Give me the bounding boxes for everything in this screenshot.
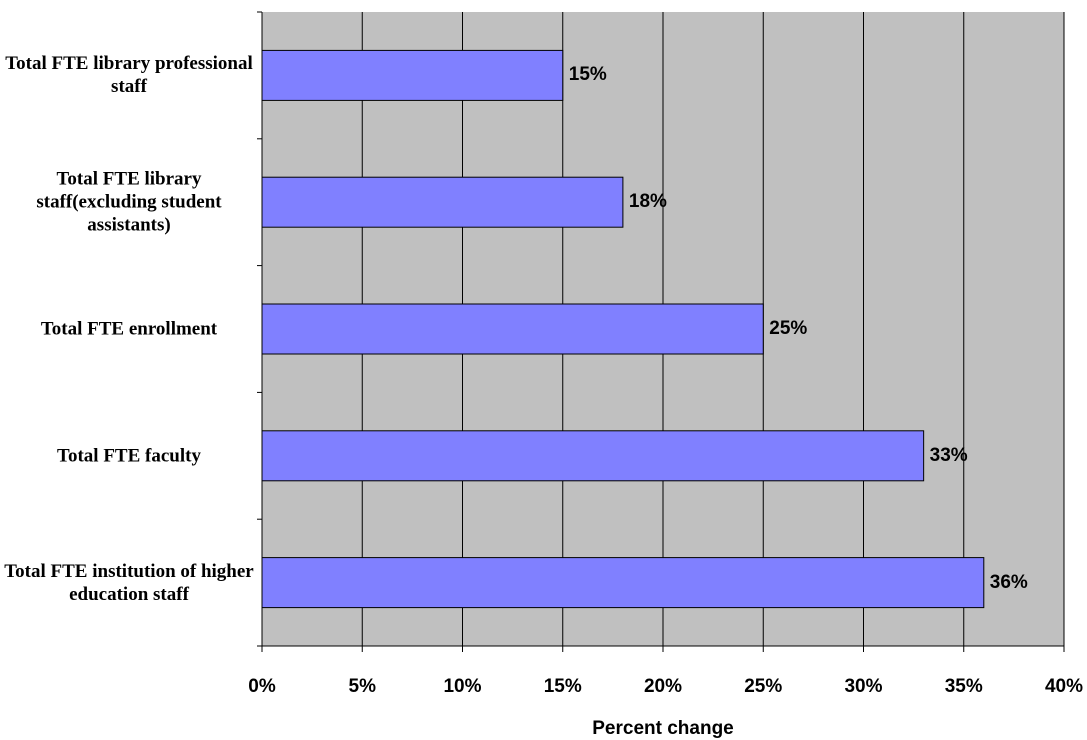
data-label-0: 15% — [568, 64, 607, 86]
x-tick-label-15: 15% — [543, 676, 582, 697]
bar-3 — [261, 430, 925, 482]
x-tick-label-40: 40% — [1044, 676, 1084, 697]
data-label-4: 36% — [989, 571, 1028, 593]
x-axis-title: Percent change — [592, 718, 734, 739]
bar-0 — [261, 49, 564, 101]
category-label-3: Total FTE faculty — [57, 445, 201, 467]
x-tick-label-25: 25% — [744, 676, 783, 697]
category-label-4: Total FTE institution of higher educatio… — [4, 560, 254, 605]
x-tick-label-0: 0% — [248, 676, 276, 697]
bar-1 — [261, 176, 624, 228]
data-label-2: 25% — [769, 318, 808, 339]
data-label-1: 18% — [628, 191, 667, 213]
x-tick-label-20: 20% — [643, 676, 683, 697]
category-label-0: Total FTE library professional staff — [5, 53, 253, 98]
x-tick-label-35: 35% — [944, 676, 983, 697]
x-tick-label-30: 30% — [844, 676, 883, 697]
category-label-1: Total FTE library staff(excluding studen… — [36, 168, 222, 236]
x-tick-label-5: 5% — [348, 676, 376, 697]
x-tick-label-10: 10% — [443, 676, 482, 697]
bar-2 — [261, 303, 764, 355]
data-label-3: 33% — [929, 444, 968, 466]
category-label-2: Total FTE enrollment — [40, 318, 218, 340]
bar-4 — [261, 557, 985, 609]
